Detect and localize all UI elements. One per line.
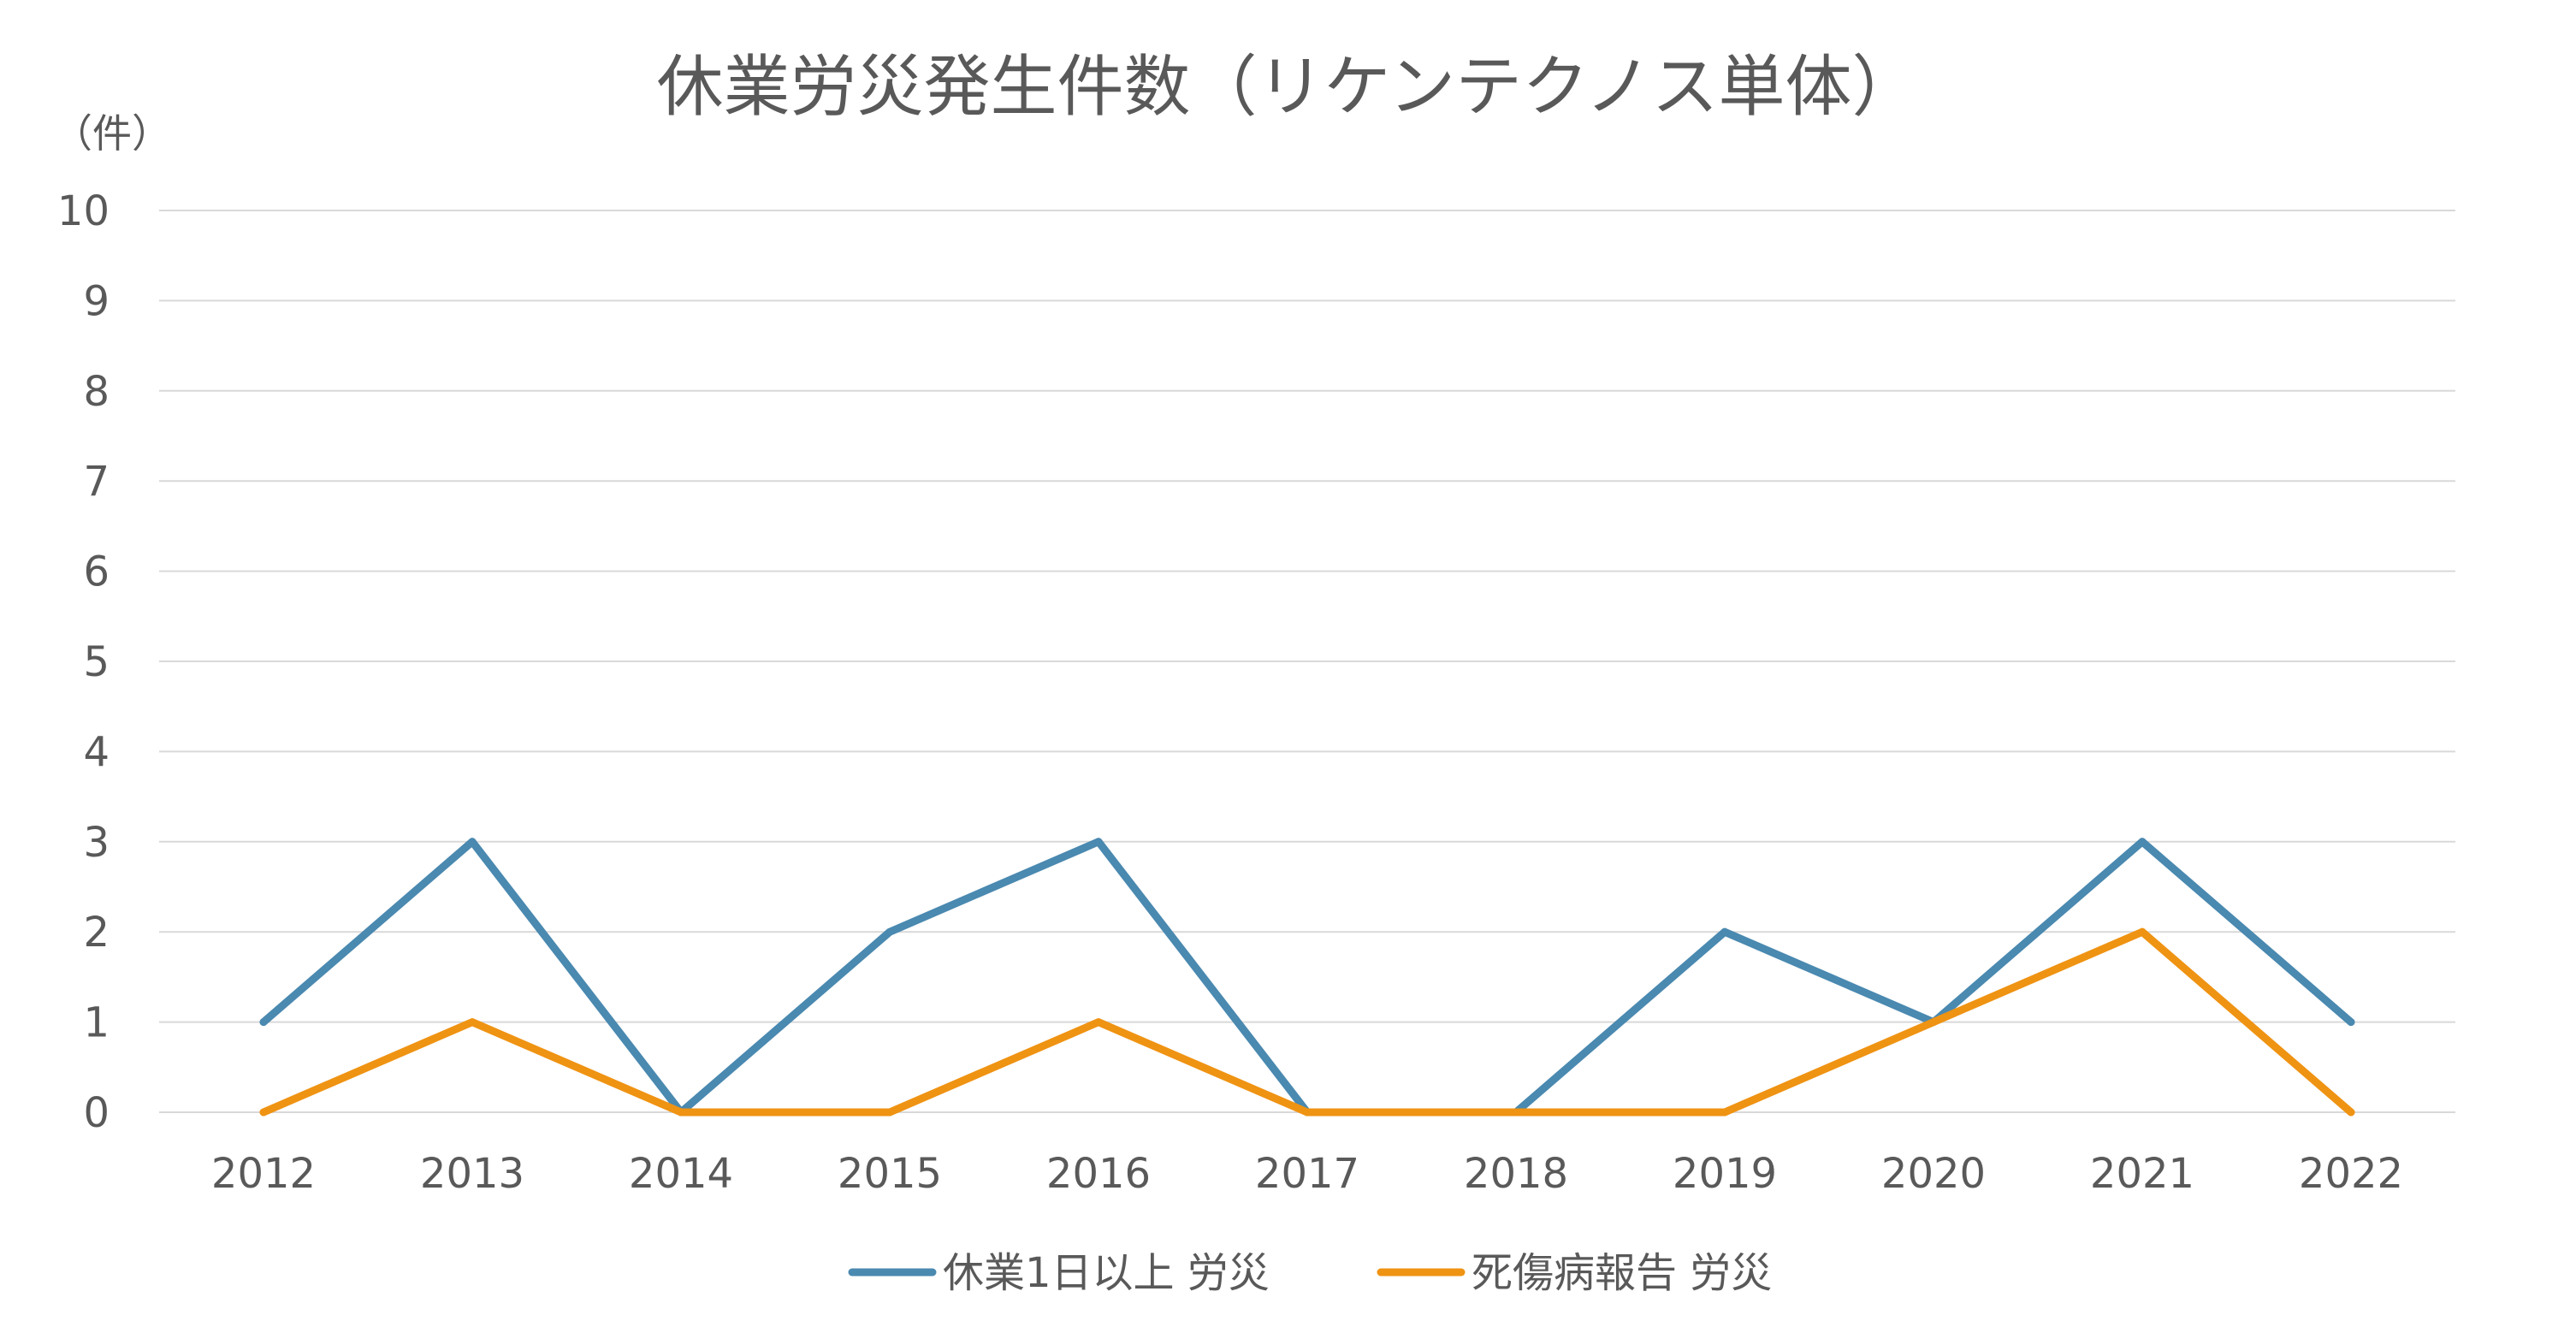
x-tick-label: 2018 [1464,1150,1568,1198]
y-tick-label: 0 [83,1089,110,1137]
data-point [1094,838,1103,846]
x-tick-label: 2014 [629,1150,733,1198]
x-tick-label: 2017 [1255,1150,1359,1198]
chart-title: 休業労災発生件数（リケンテクノス単体） [657,49,1919,126]
legend-item: 休業1日以上 労災 [848,1249,1270,1297]
y-tick-label: 2 [83,909,110,957]
series-lines [259,838,2355,1117]
data-point [885,1108,894,1117]
legend-item: 死傷病報告 労災 [1377,1249,1772,1297]
data-point [2347,1018,2355,1027]
y-tick-label: 10 [57,187,110,235]
y-tick-label: 4 [83,728,110,776]
y-tick-label: 8 [83,368,110,416]
data-point [1094,1018,1103,1027]
x-tick-label: 2021 [2090,1150,2194,1198]
data-point [1929,1018,1938,1027]
x-tick-label: 2022 [2299,1150,2403,1198]
y-axis-unit-label: （件） [53,110,171,157]
legend: 休業1日以上 労災 死傷病報告 労災 [848,1249,1772,1297]
gridlines [159,210,2455,1113]
data-point [2138,927,2147,936]
legend-label: 休業1日以上 労災 [943,1249,1270,1297]
data-point [1720,1108,1729,1117]
y-tick-label: 1 [83,999,110,1047]
data-point [259,1018,268,1027]
data-point [885,927,894,936]
y-tick-label: 9 [83,277,110,325]
x-axis-tick-labels: 2012 2013 2014 2015 2016 2017 2018 2019 2020 2021… [211,1150,2403,1198]
data-point [1720,927,1729,936]
x-tick-label: 2015 [838,1150,942,1198]
series-2 [259,927,2355,1117]
data-point [468,838,477,846]
data-point [2138,838,2147,846]
data-point [2347,1108,2355,1117]
data-point [677,1108,685,1117]
y-tick-label: 5 [83,638,110,686]
data-point [468,1018,477,1027]
y-tick-label: 3 [83,819,110,867]
y-axis-tick-labels: 0 1 2 3 4 5 6 7 8 9 10 [57,187,110,1137]
legend-label: 死傷病報告 労災 [1472,1249,1772,1297]
data-point [259,1108,268,1117]
x-tick-label: 2019 [1673,1150,1777,1198]
y-tick-label: 6 [83,548,110,596]
data-point [1303,1108,1312,1117]
x-tick-label: 2013 [420,1150,524,1198]
x-tick-label: 2020 [1881,1150,1986,1198]
data-point [1512,1108,1520,1117]
x-tick-label: 2016 [1046,1150,1151,1198]
y-tick-label: 7 [83,458,110,506]
x-tick-label: 2012 [211,1150,316,1198]
